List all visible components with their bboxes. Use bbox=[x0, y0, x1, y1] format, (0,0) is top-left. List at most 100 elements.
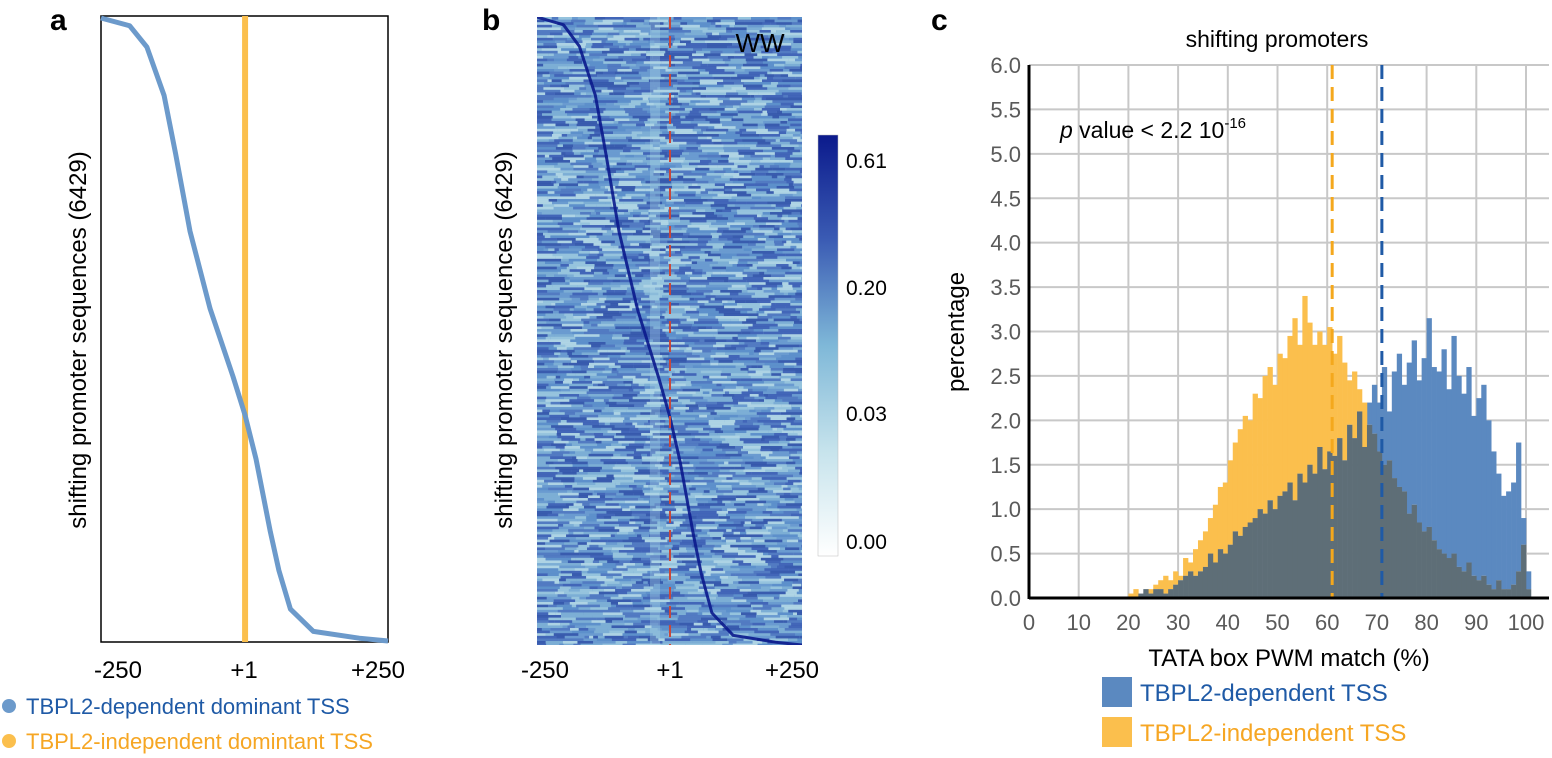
heatmap-cell bbox=[632, 583, 649, 587]
heatmap-cell bbox=[760, 446, 783, 449]
heatmap-cell bbox=[741, 622, 753, 626]
heatmap-cell bbox=[566, 349, 575, 353]
heatmap-cell bbox=[622, 253, 639, 257]
heatmap-cell bbox=[737, 178, 752, 182]
x-tick-label: 60 bbox=[1315, 610, 1339, 635]
heatmap-cell bbox=[623, 342, 645, 345]
heatmap-cell bbox=[629, 336, 647, 340]
heatmap-cell bbox=[660, 370, 669, 374]
heatmap-cell bbox=[537, 230, 548, 234]
heatmap-cell bbox=[573, 191, 584, 195]
heatmap-cell bbox=[720, 435, 740, 439]
heatmap-cell bbox=[580, 92, 587, 96]
heatmap-cell bbox=[615, 76, 622, 80]
heatmap-cell bbox=[636, 24, 651, 28]
heatmap-cell bbox=[723, 492, 747, 496]
heatmap-cell bbox=[674, 191, 696, 195]
heatmap-cell bbox=[694, 269, 703, 273]
heatmap-cell bbox=[652, 342, 678, 345]
heatmap-cell bbox=[653, 79, 678, 83]
heatmap-cell bbox=[556, 516, 576, 520]
heatmap-cell bbox=[777, 248, 795, 252]
heatmap-cell bbox=[670, 50, 696, 54]
heatmap-cell bbox=[633, 622, 659, 626]
heatmap-cell bbox=[689, 461, 700, 465]
heatmap-cell bbox=[614, 290, 627, 293]
heatmap-cell bbox=[682, 459, 708, 462]
heatmap-cell bbox=[548, 490, 568, 494]
heatmap-cell bbox=[561, 258, 569, 262]
heatmap-cell bbox=[643, 602, 667, 605]
heatmap-cell bbox=[677, 355, 687, 358]
heatmap-cell bbox=[560, 495, 579, 499]
heatmap-cell bbox=[620, 505, 630, 509]
heatmap-cell bbox=[581, 318, 607, 322]
heatmap-cell bbox=[746, 27, 762, 31]
heatmap-cell bbox=[537, 271, 558, 275]
heatmap-cell bbox=[766, 500, 780, 504]
heatmap-cell bbox=[608, 409, 614, 413]
heatmap-cell bbox=[652, 633, 665, 637]
heatmap-cell bbox=[633, 633, 647, 637]
heatmap-cell bbox=[699, 24, 710, 28]
heatmap-cell bbox=[581, 188, 588, 192]
heatmap-cell bbox=[666, 123, 674, 127]
x-tick-label: 90 bbox=[1464, 610, 1488, 635]
bar-overlap bbox=[1491, 589, 1497, 598]
heatmap-cell bbox=[617, 339, 625, 343]
heatmap-cell bbox=[633, 570, 648, 574]
heatmap-cell bbox=[615, 495, 641, 499]
heatmap-cell bbox=[570, 628, 579, 631]
heatmap-cell bbox=[751, 193, 770, 197]
heatmap-cell bbox=[618, 230, 636, 234]
heatmap-cell bbox=[667, 578, 686, 582]
heatmap-cell bbox=[735, 365, 747, 369]
heatmap-cell bbox=[537, 459, 558, 462]
heatmap-cell bbox=[645, 591, 672, 595]
heatmap-cell bbox=[777, 230, 783, 234]
heatmap-cell bbox=[554, 69, 570, 72]
heatmap-cell bbox=[568, 529, 594, 533]
heatmap-cell bbox=[791, 407, 801, 410]
heatmap-cell bbox=[551, 110, 565, 114]
heatmap-cell bbox=[598, 635, 605, 639]
heatmap-cell bbox=[587, 570, 608, 574]
heatmap-cell bbox=[541, 508, 563, 512]
heatmap-cell bbox=[762, 22, 771, 26]
heatmap-cell bbox=[611, 388, 629, 392]
heatmap-cell bbox=[691, 433, 710, 436]
heatmap-cell bbox=[554, 521, 570, 525]
heatmap-cell bbox=[754, 349, 761, 353]
heatmap-cell bbox=[657, 58, 680, 62]
heatmap-cell bbox=[568, 589, 580, 592]
heatmap-cell bbox=[741, 227, 751, 231]
heatmap-cell bbox=[695, 92, 701, 96]
heatmap-cell bbox=[600, 212, 625, 215]
heatmap-cell bbox=[729, 292, 739, 296]
heatmap-cell bbox=[702, 448, 713, 452]
heatmap-cell bbox=[686, 368, 710, 371]
heatmap-cell bbox=[552, 284, 578, 288]
heatmap-cell bbox=[800, 414, 802, 418]
heatmap-cell bbox=[594, 622, 601, 626]
heatmap-cell bbox=[605, 446, 626, 449]
heatmap-cell bbox=[570, 329, 588, 332]
heatmap-cell bbox=[628, 443, 645, 447]
heatmap-cell bbox=[636, 339, 653, 343]
x-tick-label: 20 bbox=[1116, 610, 1140, 635]
heatmap-cell bbox=[537, 89, 561, 93]
heatmap-cell bbox=[537, 102, 549, 106]
heatmap-cell bbox=[790, 316, 797, 319]
heatmap-cell bbox=[630, 560, 652, 564]
heatmap-cell bbox=[768, 344, 776, 348]
heatmap-cell bbox=[683, 420, 702, 423]
heatmap-cell bbox=[651, 230, 661, 234]
heatmap-cell bbox=[727, 375, 751, 379]
heatmap-cell bbox=[665, 420, 684, 423]
heatmap-cell bbox=[537, 518, 558, 522]
heatmap-cell bbox=[560, 84, 569, 88]
pvalue-exponent: -16 bbox=[1224, 115, 1246, 132]
heatmap-cell bbox=[753, 422, 764, 426]
heatmap-cell bbox=[609, 48, 629, 52]
heatmap-cell bbox=[639, 266, 660, 270]
